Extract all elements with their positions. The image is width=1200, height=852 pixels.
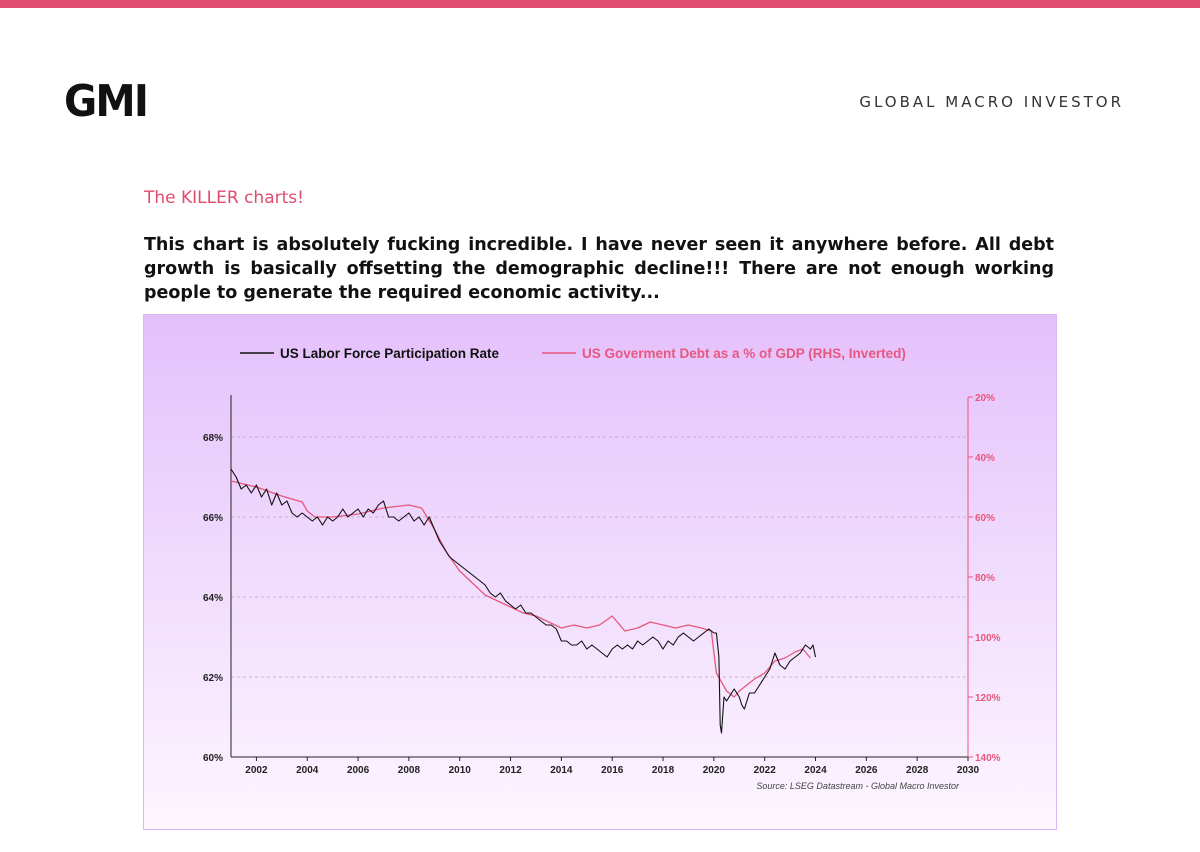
top-accent-bar (0, 0, 1200, 8)
legend-label: US Labor Force Participation Rate (280, 346, 500, 361)
y-right-tick-label: 140% (975, 753, 1001, 764)
labor-participation-series-line (230, 468, 817, 734)
legend-label: US Goverment Debt as a % of GDP (RHS, In… (582, 346, 906, 361)
y-left-tick-label: 66% (203, 513, 223, 524)
x-tick-label: 2018 (652, 765, 675, 776)
x-tick-label: 2012 (499, 765, 522, 776)
x-tick-label: 2006 (347, 765, 370, 776)
y-left-tick-label: 64% (203, 593, 223, 604)
brand-name: GLOBAL MACRO INVESTOR (859, 93, 1124, 111)
chart-panel: US Labor Force Participation Rate US Gove… (143, 314, 1057, 830)
y-right-tick-label: 100% (975, 633, 1001, 644)
x-tick-label: 2002 (245, 765, 268, 776)
debt-to-gdp-series-line (230, 480, 811, 698)
labor-vs-debt-chart: US Labor Force Participation Rate US Gove… (203, 346, 1001, 791)
y-left-tick-label: 68% (203, 433, 223, 444)
x-tick-label: 2030 (957, 765, 980, 776)
commentary-text: This chart is absolutely fucking incredi… (144, 235, 1054, 303)
gmi-logo: GMI (64, 76, 149, 127)
x-tick-label: 2026 (855, 765, 878, 776)
y-right-tick-label: 20% (975, 393, 995, 404)
y-right-tick-label: 80% (975, 573, 995, 584)
x-tick-label: 2028 (906, 765, 929, 776)
x-tick-label: 2022 (754, 765, 777, 776)
y-right-tick-label: 40% (975, 453, 995, 464)
y-left-tick-label: 62% (203, 673, 223, 684)
y-right-tick-label: 120% (975, 693, 1001, 704)
x-tick-label: 2014 (550, 765, 573, 776)
y-left-tick-label: 60% (203, 753, 223, 764)
y-right-tick-label: 60% (975, 513, 995, 524)
x-tick-label: 2004 (296, 765, 319, 776)
x-tick-label: 2020 (703, 765, 726, 776)
section-kicker: The KILLER charts! (144, 188, 304, 208)
x-tick-label: 2008 (398, 765, 421, 776)
chart-source: Source: LSEG Datastream - Global Macro I… (756, 781, 960, 791)
x-tick-label: 2016 (601, 765, 624, 776)
x-tick-label: 2024 (804, 765, 827, 776)
x-tick-label: 2010 (449, 765, 472, 776)
